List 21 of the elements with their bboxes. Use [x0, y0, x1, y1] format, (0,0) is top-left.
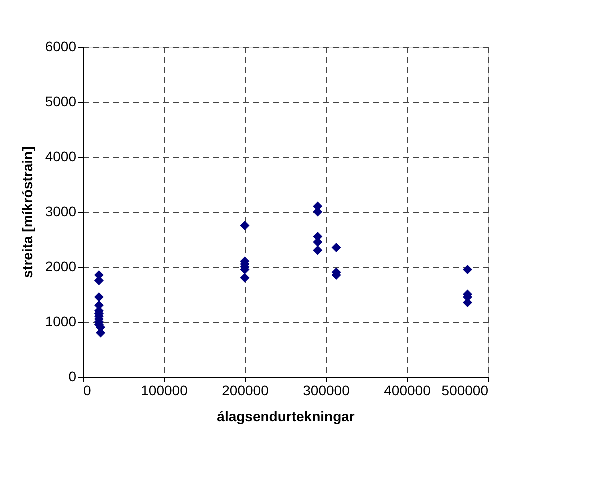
- x-tick-label: 200000: [222, 382, 270, 398]
- x-tick-label: 300000: [303, 382, 350, 398]
- y-tick-label: 0: [68, 368, 77, 384]
- y-axis-title: streita [míkróstrain]: [19, 146, 36, 278]
- x-axis-title: álagsendurtekningar: [217, 408, 356, 424]
- point: [240, 273, 250, 283]
- point: [313, 246, 323, 256]
- y-tick-label: 4000: [45, 148, 77, 164]
- point: [463, 265, 472, 274]
- y-tick-label: 1000: [45, 314, 77, 330]
- x-tick-label: 500000: [442, 382, 489, 398]
- point: [332, 243, 342, 252]
- point: [240, 221, 250, 230]
- x-tick-label: 100000: [141, 382, 188, 398]
- y-tick-label: 2000: [45, 258, 77, 274]
- y-tick-label: 5000: [45, 94, 77, 110]
- point: [94, 292, 104, 302]
- x-tick-label: 400000: [384, 382, 432, 398]
- x-tick-label: 0: [84, 382, 92, 398]
- y-tick-label: 6000: [45, 38, 77, 54]
- y-tick-label: 3000: [45, 204, 77, 220]
